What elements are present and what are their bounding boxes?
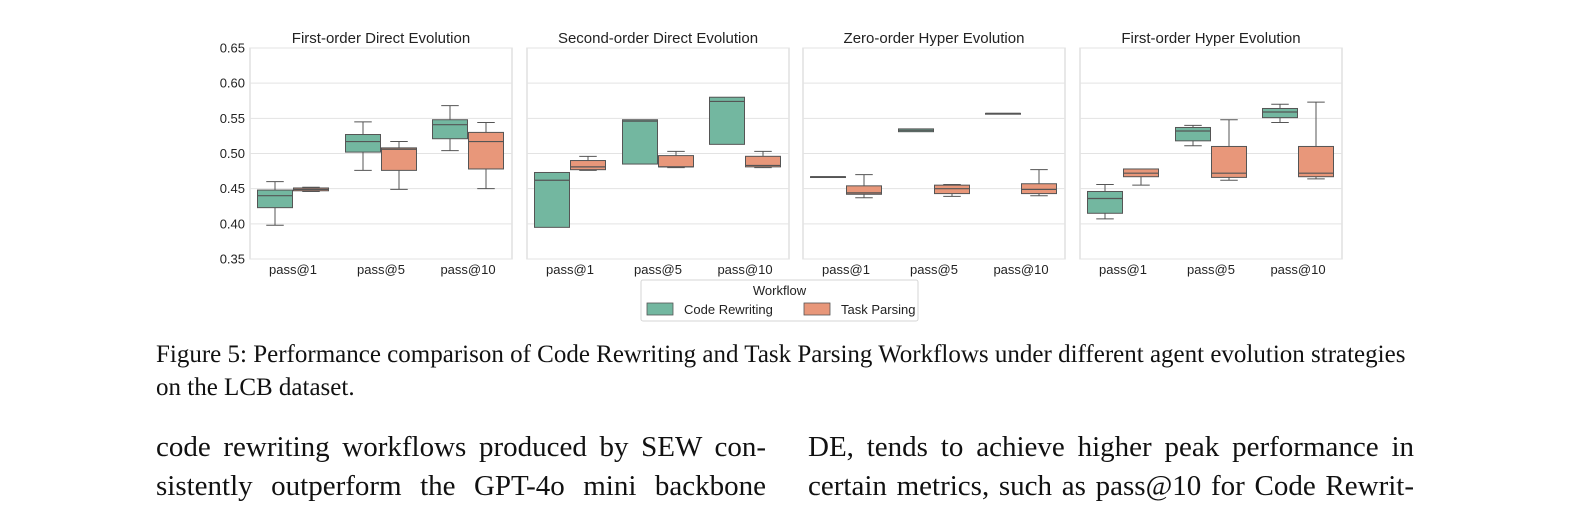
- panel: Second-order Direct Evolution pass@1 pass@…: [526, 30, 790, 277]
- body-line: sistently outperform the GPT-4o mini bac…: [156, 470, 766, 502]
- y-tick-label: 0.50: [220, 146, 245, 161]
- box-code-rewriting: [345, 121, 381, 171]
- box-iqr: [658, 155, 694, 168]
- box-iqr: [745, 155, 781, 168]
- panel-title: Zero-order Hyper Evolution: [844, 30, 1025, 47]
- y-tick-label: 0.60: [220, 76, 245, 91]
- y-tick-label: 0.55: [220, 111, 245, 126]
- box-iqr: [1262, 107, 1298, 119]
- y-tick-label: 0.35: [220, 252, 245, 267]
- box-task-parsing: [658, 150, 694, 169]
- legend-entry: Task Parsing: [841, 302, 915, 317]
- box-iqr: [709, 96, 745, 145]
- box-task-parsing: [1021, 169, 1057, 197]
- legend-swatch: [646, 302, 674, 316]
- box-iqr: [622, 119, 658, 165]
- x-tick-label: pass@1: [822, 262, 870, 277]
- x-tick-label: pass@5: [634, 262, 682, 277]
- x-tick-label: pass@5: [910, 262, 958, 277]
- panel-title: First-order Direct Evolution: [292, 30, 470, 47]
- box-code-rewriting: [898, 128, 934, 133]
- box-iqr: [1175, 126, 1211, 142]
- box-code-rewriting: [810, 176, 846, 179]
- panel: Zero-order Hyper Evolution pass@1 pass@5 pa…: [802, 30, 1066, 277]
- box-iqr: [1021, 183, 1057, 195]
- y-tick-label: 0.40: [220, 216, 245, 231]
- x-tick-label: pass@5: [357, 262, 405, 277]
- x-tick-label: pass@1: [546, 262, 594, 277]
- body-text-right-column: DE, tends to achieve higher peak perform…: [808, 428, 1414, 506]
- box-iqr: [534, 171, 570, 228]
- y-tick-label: 0.45: [220, 181, 245, 196]
- box-code-rewriting: [709, 96, 745, 145]
- box-iqr: [934, 184, 970, 195]
- box-plot-figure: First-order Direct Evolution pass@1 pass@5…: [220, 30, 1343, 322]
- box-iqr: [257, 189, 293, 209]
- box-code-rewriting: [1087, 183, 1123, 220]
- x-tick-label: pass@10: [717, 262, 772, 277]
- box-task-parsing: [570, 155, 606, 171]
- box-iqr: [1211, 145, 1247, 178]
- box-code-rewriting: [622, 119, 658, 165]
- body-line: DE, tends to achieve higher peak perform…: [808, 431, 1414, 463]
- x-tick-label: pass@10: [993, 262, 1048, 277]
- box-iqr: [468, 131, 504, 170]
- y-tick-label: 0.65: [220, 41, 245, 56]
- box-iqr: [570, 160, 606, 171]
- box-iqr: [432, 119, 468, 140]
- legend-frame: [640, 279, 919, 322]
- panel-title: First-order Hyper Evolution: [1121, 30, 1300, 47]
- legend-entry: Code Rewriting: [684, 302, 773, 317]
- box-iqr: [1087, 190, 1123, 214]
- box-iqr: [846, 185, 882, 195]
- box-iqr: [381, 147, 417, 171]
- box-task-parsing: [293, 186, 329, 192]
- legend: Workflow Code Rewriting Task Parsing: [640, 279, 919, 322]
- box-task-parsing: [1211, 119, 1247, 181]
- box-task-parsing: [468, 122, 504, 190]
- body-line: certain metrics, such as pass@10 for Cod…: [808, 470, 1414, 502]
- box-code-rewriting: [1262, 103, 1298, 124]
- box-iqr: [345, 134, 381, 153]
- box-task-parsing: [1123, 168, 1159, 186]
- panel-title: Second-order Direct Evolution: [558, 30, 758, 47]
- x-tick-label: pass@1: [269, 262, 317, 277]
- box-code-rewriting: [534, 171, 570, 228]
- box-task-parsing: [846, 174, 882, 199]
- x-tick-label: pass@10: [1270, 262, 1325, 277]
- body-line: code rewriting workflows produced by SEW…: [156, 431, 766, 463]
- box-code-rewriting: [985, 112, 1021, 115]
- x-tick-label: pass@5: [1187, 262, 1235, 277]
- legend-title: Workflow: [753, 283, 807, 298]
- figure-caption: Figure 5: Performance comparison of Code…: [156, 341, 1406, 401]
- body-text-left-column: code rewriting workflows produced by SEW…: [156, 428, 766, 506]
- box-code-rewriting: [432, 105, 468, 152]
- box-iqr: [1298, 145, 1334, 178]
- box-task-parsing: [1298, 101, 1334, 180]
- x-tick-label: pass@1: [1099, 262, 1147, 277]
- legend-swatch: [803, 302, 831, 316]
- panel: First-order Direct Evolution pass@1 pass@5…: [249, 30, 513, 277]
- box-code-rewriting: [1175, 124, 1211, 147]
- box-task-parsing: [934, 183, 970, 197]
- x-tick-label: pass@10: [440, 262, 495, 277]
- panel: First-order Hyper Evolution pass@1 pass@5 p…: [1079, 30, 1343, 277]
- box-task-parsing: [745, 150, 781, 169]
- box-code-rewriting: [257, 181, 293, 226]
- box-task-parsing: [381, 141, 417, 190]
